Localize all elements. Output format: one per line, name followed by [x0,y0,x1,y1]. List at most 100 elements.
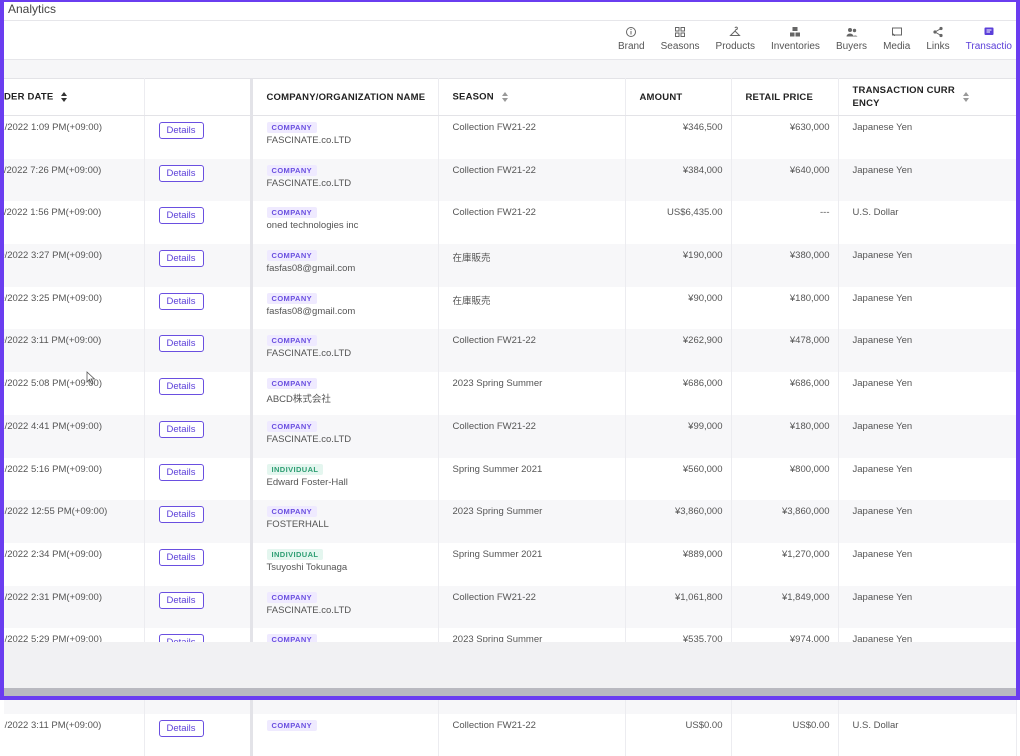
details-cell: Details [144,115,253,159]
toolbar-band [4,60,1016,78]
table-row: 27/2022 2:31 PM(+09:00) Details COMPANY F… [4,585,1017,629]
order-date-cell: 27/2022 2:34 PM(+09:00) [4,542,145,586]
season-cell: Collection FW21-22 [438,329,626,373]
season-cell: Collection FW21-22 [438,201,626,245]
nav-label: Buyers [835,41,868,52]
share-icon [933,26,943,38]
amount-cell: ¥346,500 [625,115,732,159]
details-cell: Details [144,158,253,202]
sort-icon[interactable] [962,91,970,103]
nav-item-media[interactable]: Media [875,26,918,56]
retail-price-cell: ¥1,270,000 [731,542,839,586]
nav-item-transactions[interactable]: Transactio [958,26,1020,56]
season-cell: Collection FW21-22 [438,158,626,202]
details-button[interactable]: Details [158,122,204,139]
header-divider [4,20,1016,21]
window-frame-bottom [0,696,1020,700]
column-order-date[interactable]: DER DATE [4,78,145,116]
order-date: 18/2022 3:11 PM(+09:00) [4,719,102,731]
org-name: fasfas08@gmail.com [266,305,356,317]
org-type-badge: COMPANY [266,164,318,176]
details-button[interactable]: Details [158,378,204,396]
mouse-cursor-icon [86,371,96,385]
nav-item-inventories[interactable]: Inventories [763,26,828,56]
horizontal-scrollbar[interactable] [4,688,1016,696]
column-transaction-currency[interactable]: TRANSACTION CURR ENCY [838,78,1017,116]
column-season[interactable]: SEASON [438,78,626,116]
amount-cell: ¥889,000 [625,542,732,586]
nav-label: Media [883,41,911,52]
details-button[interactable]: Details [158,548,204,566]
details-button[interactable]: Details [158,250,204,268]
org-type-badge: COMPANY [266,335,318,347]
season-cell: Collection FW21-22 [438,414,626,458]
nav-item-links[interactable]: Links [918,26,957,56]
org-type-badge: COMPANY [266,719,318,731]
amount-cell: ¥262,900 [625,329,732,373]
table-row: 09/2022 5:08 PM(+09:00) Details COMPANY A… [4,372,1017,415]
currency-cell: Japanese Yen [838,585,1017,629]
org-type-badge: COMPANY [266,122,318,133]
window-frame-top [0,0,1020,2]
org-name: FASCINATE.co.LTD [266,177,352,189]
org-name: FOSTERHALL [266,519,329,531]
order-date-cell: 18/2022 3:11 PM(+09:00) [4,713,145,756]
details-button[interactable]: Details [158,207,204,225]
details-button[interactable]: Details [158,506,204,524]
order-date: 17/2022 1:09 PM(+09:00) [4,122,103,133]
table-row: 10/2022 3:11 PM(+09:00) Details COMPANY F… [4,329,1017,373]
nav-label: Brand [617,41,645,52]
amount-cell: ¥1,061,800 [625,585,732,629]
org-type-badge: INDIVIDUAL [266,548,324,560]
org-type-badge: COMPANY [266,591,318,603]
details-cell: Details [144,414,253,458]
currency-cell: Japanese Yen [838,286,1017,330]
nav-item-products[interactable]: Products [708,26,763,56]
details-cell: Details [144,372,253,415]
details-button[interactable]: Details [158,292,204,310]
details-button[interactable]: Details [158,591,204,609]
org-name: oned technologies inc [266,220,359,232]
order-date-cell: 29/2022 5:16 PM(+09:00) [4,457,145,501]
season-cell: Collection FW21-22 [438,115,626,159]
details-button[interactable]: Details [158,463,204,481]
company-cell: COMPANY FASCINATE.co.LTD [251,414,439,458]
nav-item-brand[interactable]: Brand [610,26,653,56]
retail-price-cell: ¥1,849,000 [731,585,839,629]
details-cell: Details [144,329,253,373]
org-name: FASCINATE.co.LTD [266,433,352,445]
grid-icon [675,27,686,37]
amount-cell: ¥190,000 [625,244,732,287]
org-type-badge: COMPANY [266,250,318,262]
retail-price-cell: ¥380,000 [731,244,839,287]
order-date-cell: 10/2022 3:25 PM(+09:00) [4,286,145,330]
org-name: fasfas08@gmail.com [266,263,356,275]
order-date: 27/2022 2:31 PM(+09:00) [4,591,103,603]
company-cell: COMPANY FASCINATE.co.LTD [251,115,439,159]
details-cell: Details [144,286,253,330]
sort-icon[interactable] [501,91,509,103]
org-name: FASCINATE.co.LTD [266,135,352,146]
order-date: 29/2022 5:16 PM(+09:00) [4,463,103,475]
sort-icon[interactable] [60,91,68,103]
details-cell: Details [144,542,253,586]
company-cell: INDIVIDUAL Edward Foster-Hall [251,457,439,501]
info-circle-icon [626,27,637,37]
nav-item-seasons[interactable]: Seasons [653,26,708,56]
analytics-nav: Brand Seasons Products Inventories Buyer… [610,26,1020,56]
nav-label: Transactio [965,41,1012,52]
company-cell: COMPANY ABCD株式会社 [251,372,439,415]
season-cell: Collection FW21-22 [438,713,626,756]
details-button[interactable]: Details [158,164,204,182]
currency-cell: Japanese Yen [838,542,1017,586]
details-button[interactable]: Details [158,719,204,737]
nav-item-buyers[interactable]: Buyers [828,26,875,56]
details-cell: Details [144,713,253,756]
details-button[interactable]: Details [158,335,204,353]
currency-cell: Japanese Yen [838,329,1017,373]
details-button[interactable]: Details [158,420,204,438]
org-name: FASCINATE.co.LTD [266,604,352,616]
retail-price-cell: ¥180,000 [731,414,839,458]
amount-cell: ¥686,000 [625,372,732,415]
